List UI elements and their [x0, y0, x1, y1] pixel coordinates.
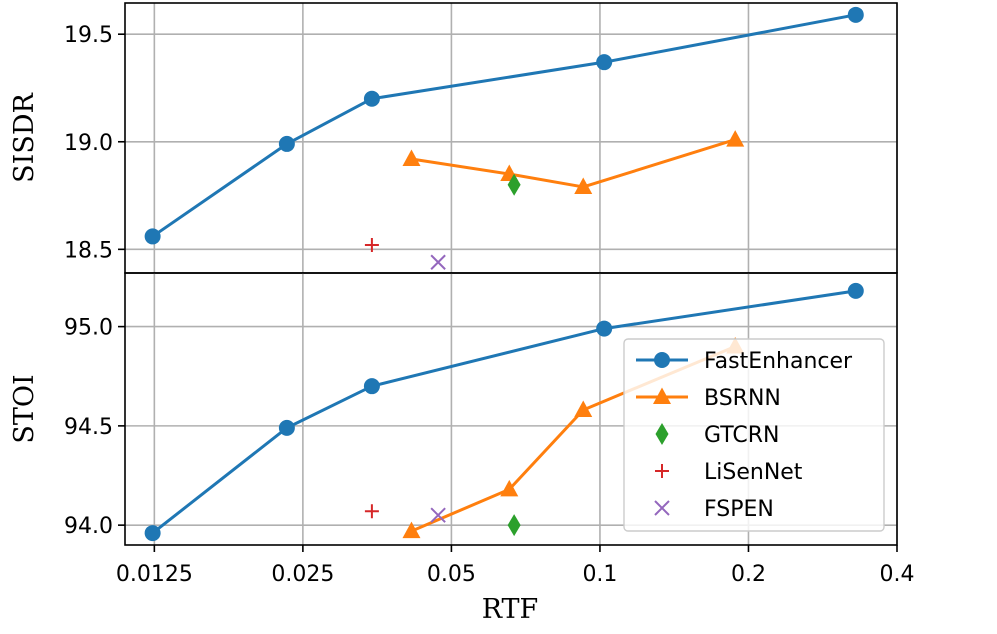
legend-marker [654, 500, 670, 516]
legend-label: FastEnhancer [704, 349, 853, 374]
legend-marker [655, 464, 669, 478]
series-gtcrn [507, 173, 521, 196]
fastenhancer-point [596, 54, 613, 71]
y-tick-label: 95.0 [64, 316, 113, 341]
legend-item-bsrnn: BSRNN [636, 386, 781, 411]
x-tick-label: 0.025 [271, 562, 334, 587]
bsrnn-point [500, 479, 519, 497]
y-axis-label-stoi: STOI [9, 374, 40, 443]
x-tick-label: 0.05 [427, 562, 476, 587]
series-fastenhancer [144, 6, 864, 245]
legend-item-fastenhancer: FastEnhancer [636, 349, 853, 374]
legend-marker [655, 423, 669, 445]
sisdr-panel: 18.5 19.0 19.5 SISDR [9, 2, 898, 274]
y-tick-label: 18.5 [64, 238, 113, 263]
gtcrn-point [507, 173, 521, 196]
legend-label: GTCRN [704, 423, 780, 448]
y-tick-label: 94.0 [64, 514, 113, 539]
x-tick-label: 0.0125 [116, 562, 193, 587]
y-tick-label: 19.0 [64, 131, 113, 156]
x-tick-label: 0.4 [880, 562, 915, 587]
legend-item-lisennet: LiSenNet [655, 460, 803, 485]
bsrnn-point [402, 149, 421, 166]
series-bsrnn [402, 130, 745, 194]
fastenhancer-point [278, 419, 295, 436]
x-tick-label: 0.2 [731, 562, 766, 587]
legend-marker [654, 352, 670, 368]
fastenhancer-point [144, 525, 161, 542]
lisennet-point [364, 238, 379, 253]
legend-marker [653, 387, 671, 404]
legend-item-gtcrn: GTCRN [655, 423, 780, 448]
x-tick-label: 0.1 [582, 562, 617, 587]
legend-item-fspen: FSPEN [654, 497, 774, 522]
series-gtcrn [507, 514, 521, 537]
bsrnn-line [411, 138, 736, 189]
y-tick-label: 94.5 [64, 415, 113, 440]
fastenhancer-point [847, 6, 864, 23]
fastenhancer-point [363, 90, 380, 107]
legend-label: FSPEN [704, 497, 774, 522]
bsrnn-point [726, 130, 745, 147]
fastenhancer-point [363, 378, 380, 395]
fastenhancer-line [151, 13, 857, 238]
bsrnn-point [574, 177, 593, 194]
axes-frame-0 [124, 2, 898, 274]
gtcrn-point [507, 514, 521, 537]
series-lisennet [364, 238, 379, 253]
bsrnn-point [402, 521, 421, 539]
bsrnn-point [574, 400, 593, 417]
y-tick-label: 19.5 [64, 23, 113, 48]
fastenhancer-point [144, 228, 161, 245]
legend-box [623, 338, 885, 532]
axes-frame-1 [124, 272, 898, 546]
fastenhancer-point [596, 320, 613, 337]
legend: FastEnhancer BSRNN GTCRN LiSenNet FSPEN [623, 338, 885, 532]
fastenhancer-point [847, 282, 864, 299]
fspen-point [430, 254, 446, 270]
lisennet-point [364, 504, 379, 519]
x-axis-label: RTF [482, 594, 539, 625]
legend-label: BSRNN [704, 386, 781, 411]
series-fastenhancer [144, 282, 864, 542]
series-lisennet [364, 504, 379, 519]
fastenhancer-point [278, 135, 295, 152]
series-fspen [430, 254, 446, 270]
series-fspen [430, 507, 446, 523]
legend-label: LiSenNet [704, 460, 803, 485]
y-axis-label-sisdr: SISDR [9, 93, 40, 183]
fspen-point [430, 507, 446, 523]
